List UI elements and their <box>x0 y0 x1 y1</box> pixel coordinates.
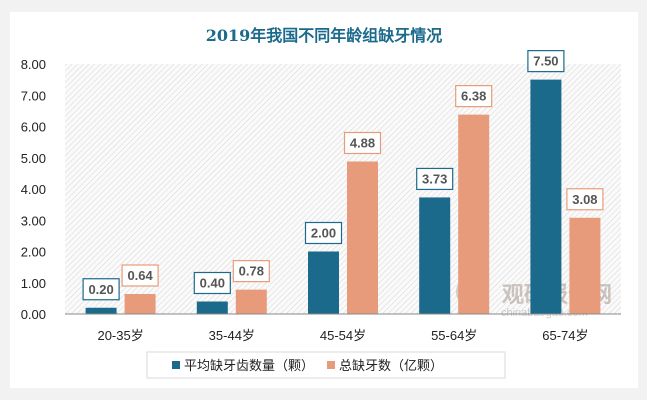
data-label-box <box>455 85 493 108</box>
data-label: 7.50 <box>533 54 558 69</box>
x-tick-label: 20-35岁 <box>97 328 143 343</box>
bar <box>347 161 378 314</box>
y-tick-label: 3.00 <box>21 213 46 228</box>
x-tick-label: 65-74岁 <box>542 328 588 343</box>
data-label: 2.00 <box>311 226 336 241</box>
data-label: 3.73 <box>422 171 447 186</box>
data-label: 0.78 <box>239 264 264 279</box>
bar <box>85 307 117 314</box>
data-label-box <box>82 278 120 301</box>
data-label-box <box>121 264 159 287</box>
data-label-box <box>304 221 343 245</box>
legend-label: 总缺牙数（亿颗） <box>339 358 443 373</box>
bar <box>419 197 451 314</box>
data-label: 6.38 <box>461 89 486 104</box>
data-label: 4.88 <box>350 136 375 151</box>
y-tick-label: 1.00 <box>21 276 46 291</box>
data-label-box <box>343 131 382 155</box>
legend-swatch <box>327 361 335 369</box>
bar <box>458 114 490 314</box>
legend-swatch <box>172 361 180 369</box>
data-label: 3.08 <box>572 192 597 207</box>
data-label: 0.40 <box>200 276 225 291</box>
x-tick-label: 55-64岁 <box>431 328 477 343</box>
data-label-box <box>566 188 604 211</box>
bar <box>196 301 228 314</box>
y-tick-label: 4.00 <box>21 182 46 197</box>
y-tick-label: 5.00 <box>21 151 46 166</box>
bar <box>124 294 156 314</box>
legend <box>146 351 506 379</box>
data-label: 0.64 <box>127 268 153 283</box>
data-label-box <box>527 50 565 73</box>
chart-title: 2019年我国不同年龄组缺牙情况 <box>206 26 443 45</box>
legend-label: 平均缺牙齿数量（颗） <box>184 358 314 373</box>
data-label-box <box>193 271 231 295</box>
y-tick-label: 8.00 <box>21 57 46 72</box>
bar <box>308 251 339 314</box>
data-label: 0.20 <box>88 282 113 297</box>
data-label-box <box>232 260 270 283</box>
bar <box>235 289 267 314</box>
bar <box>530 79 562 314</box>
y-tick-label: 2.00 <box>21 245 46 260</box>
bar <box>569 217 601 314</box>
x-tick-label: 45-54岁 <box>320 328 366 343</box>
x-tick-label: 35-44岁 <box>209 328 255 343</box>
data-label-box <box>416 167 454 191</box>
y-tick-label: 6.00 <box>21 120 46 135</box>
y-tick-label: 7.00 <box>21 88 46 103</box>
y-tick-label: 0.00 <box>21 307 46 322</box>
